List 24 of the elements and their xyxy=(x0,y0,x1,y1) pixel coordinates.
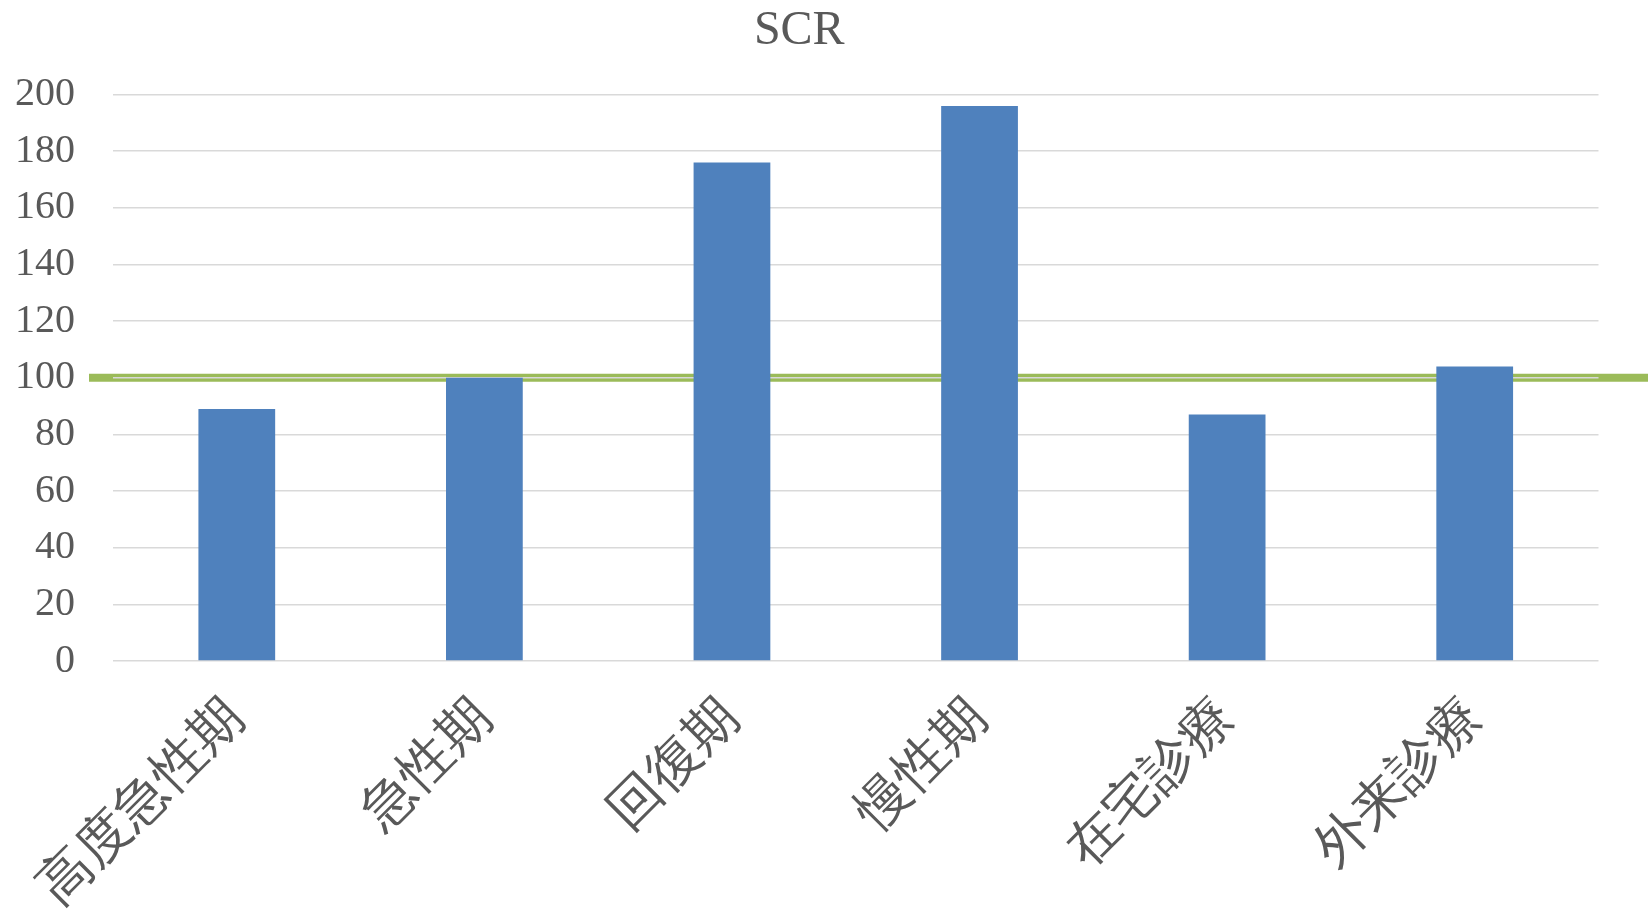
y-tick-label: 140 xyxy=(15,239,75,285)
bar xyxy=(1436,366,1514,661)
x-tick-label: 急性期 xyxy=(346,684,503,841)
y-tick-label: 200 xyxy=(15,69,75,115)
bar xyxy=(693,162,771,661)
y-tick-label: 20 xyxy=(35,578,75,624)
x-tick-label: 高度急性期 xyxy=(24,684,256,916)
y-tick-label: 100 xyxy=(15,352,75,398)
x-tick-label: 慢性期 xyxy=(840,684,998,842)
x-tick-label: 外来診療 xyxy=(1299,684,1493,878)
chart-title: SCR xyxy=(753,1,845,55)
bar xyxy=(446,377,523,661)
x-tick-label: 在宅診療 xyxy=(1052,684,1246,878)
y-tick-label: 160 xyxy=(15,182,75,228)
y-tick-label: 0 xyxy=(55,635,75,681)
bar xyxy=(941,105,1018,661)
y-tick-label: 180 xyxy=(15,125,75,171)
y-tick-label: 120 xyxy=(15,295,75,341)
bar xyxy=(198,408,276,661)
y-tick-label: 40 xyxy=(35,522,75,568)
y-tick-label: 60 xyxy=(35,465,75,511)
y-tick-label: 80 xyxy=(35,408,75,454)
x-tick-label: 回復期 xyxy=(594,684,751,841)
bar xyxy=(1188,414,1266,661)
